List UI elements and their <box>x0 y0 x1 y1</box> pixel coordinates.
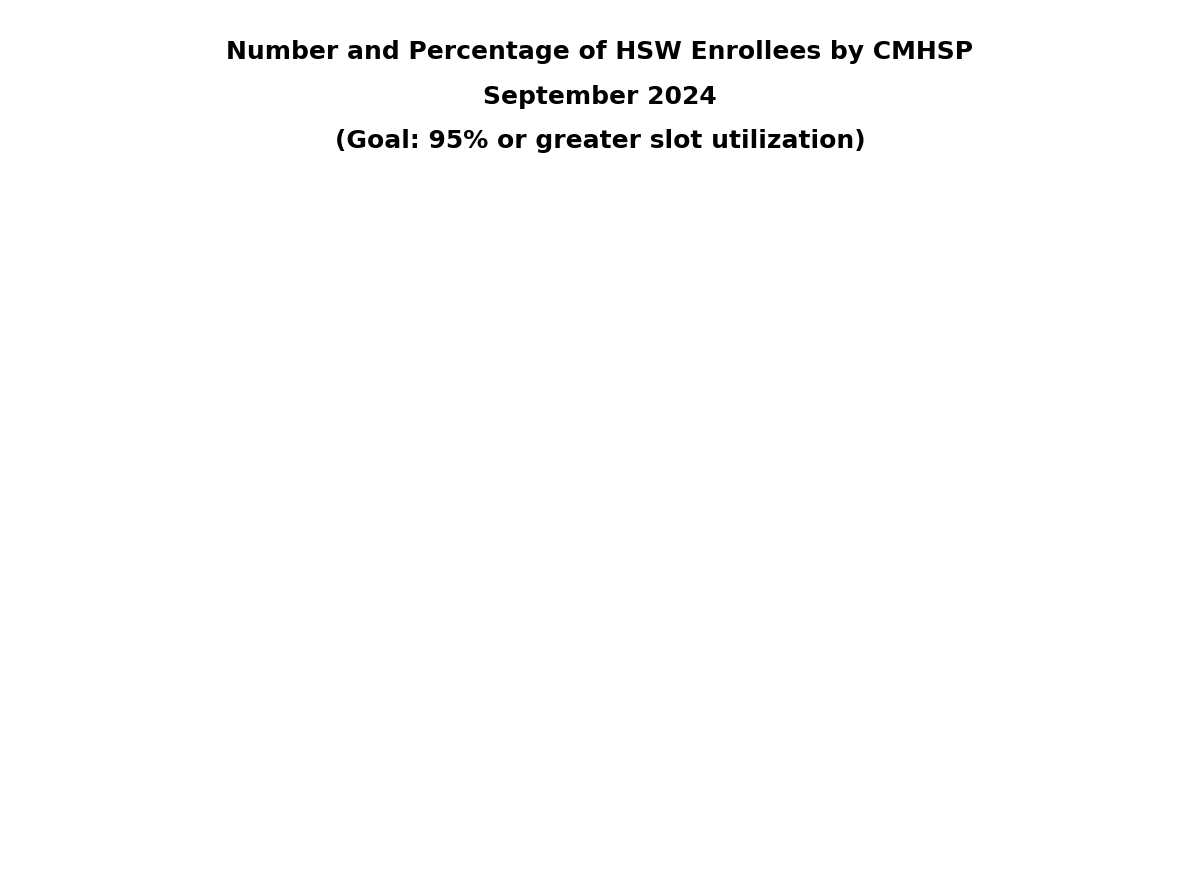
Text: Tuscola, 65, 4%: Tuscola, 65, 4% <box>594 220 713 366</box>
Wedge shape <box>448 527 600 720</box>
Wedge shape <box>523 313 600 527</box>
Text: Newaygo, 25, 2%: Newaygo, 25, 2% <box>176 478 448 551</box>
Wedge shape <box>431 527 600 681</box>
Text: MSHN Total
Enrollees:
1539/1607
95.7%: MSHN Total Enrollees: 1539/1607 95.7% <box>552 482 648 549</box>
Text: (Goal: 95% or greater slot utilization): (Goal: 95% or greater slot utilization) <box>335 129 865 154</box>
Text: Huron, 28, 2%: Huron, 28, 2% <box>434 637 540 834</box>
Text: Gratiot, 73, 5%: Gratiot, 73, 5% <box>504 658 617 855</box>
Wedge shape <box>562 309 619 527</box>
Wedge shape <box>600 310 736 527</box>
Text: Saginaw, 155, 10%: Saginaw, 155, 10% <box>181 425 475 446</box>
Text: The Right Door, 45, 3%: The Right Door, 45, 3% <box>373 242 556 372</box>
Text: Montcalm, 26, 2%: Montcalm, 26, 2% <box>174 495 443 616</box>
Text: Bay-Arenac, 144, 9%: Bay-Arenac, 144, 9% <box>662 303 960 381</box>
Wedge shape <box>390 446 600 527</box>
Wedge shape <box>383 490 600 663</box>
Text: LifeWays, 207, 13%: LifeWays, 207, 13% <box>179 569 444 712</box>
Wedge shape <box>484 323 600 527</box>
Wedge shape <box>385 468 600 527</box>
Text: CEI, 284, 18%: CEI, 284, 18% <box>754 455 989 480</box>
Text: Central, 438, 29%: Central, 438, 29% <box>665 674 818 849</box>
Wedge shape <box>600 357 817 584</box>
Wedge shape <box>499 527 810 745</box>
Text: September 2024: September 2024 <box>484 85 716 109</box>
Wedge shape <box>397 343 600 527</box>
Text: Shiawassee, 49, 3%: Shiawassee, 49, 3% <box>221 342 526 388</box>
Text: Number and Percentage of HSW Enrollees by CMHSP: Number and Percentage of HSW Enrollees b… <box>227 40 973 64</box>
